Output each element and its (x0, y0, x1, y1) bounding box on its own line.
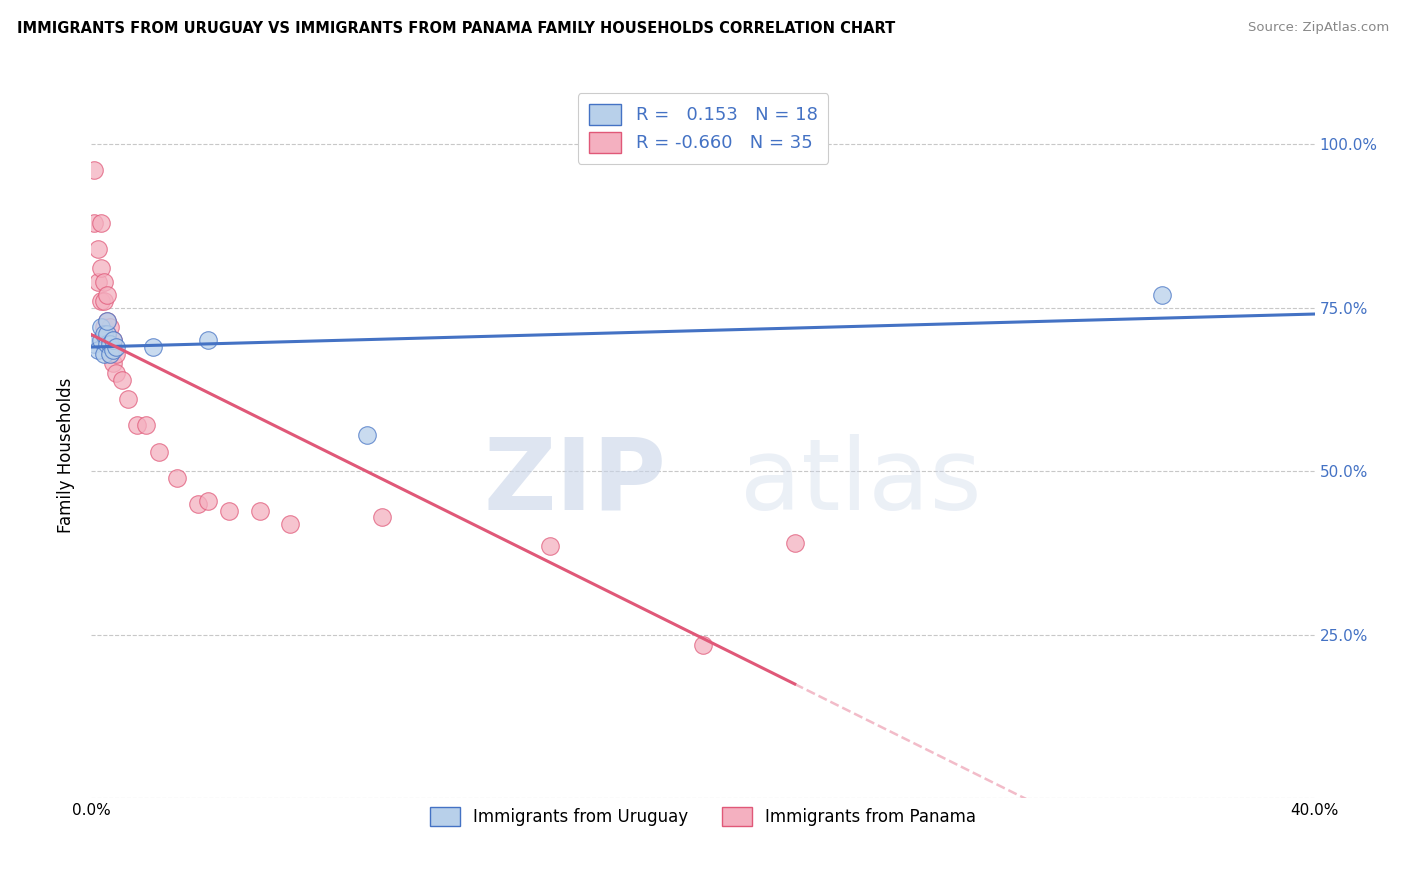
Text: IMMIGRANTS FROM URUGUAY VS IMMIGRANTS FROM PANAMA FAMILY HOUSEHOLDS CORRELATION : IMMIGRANTS FROM URUGUAY VS IMMIGRANTS FR… (17, 21, 896, 36)
Point (96, 326, 118, 341)
Text: Source: ZipAtlas.com: Source: ZipAtlas.com (1249, 21, 1389, 34)
Point (98, 320, 121, 334)
Point (101, 343, 124, 358)
Point (90, 294, 112, 309)
Point (93, 326, 115, 341)
Point (83, 163, 105, 178)
Point (101, 334, 124, 348)
Point (104, 340, 127, 354)
Point (538, 540, 561, 554)
Point (101, 334, 124, 348)
Point (166, 471, 188, 485)
Point (101, 356, 124, 370)
Point (96, 314, 118, 328)
Point (86, 242, 108, 256)
Text: ZIP: ZIP (484, 434, 666, 531)
Point (98, 340, 121, 354)
Point (90, 216, 112, 230)
Point (98, 336, 121, 351)
Point (249, 503, 271, 517)
Point (96, 336, 118, 351)
Point (104, 346, 127, 360)
Legend: Immigrants from Uruguay, Immigrants from Panama: Immigrants from Uruguay, Immigrants from… (422, 798, 984, 835)
Point (90, 334, 112, 348)
Point (197, 334, 219, 348)
Point (93, 275, 115, 289)
Point (83, 336, 105, 351)
Point (692, 638, 714, 652)
Point (218, 503, 240, 517)
Point (93, 346, 115, 360)
Y-axis label: Family Households: Family Households (58, 377, 76, 533)
Point (356, 428, 378, 442)
Point (197, 493, 219, 508)
Point (371, 510, 394, 524)
Point (278, 516, 301, 531)
Point (96, 287, 118, 301)
Point (117, 392, 139, 407)
Point (98, 346, 121, 360)
Point (1150, 287, 1173, 301)
Point (135, 418, 157, 433)
Point (90, 320, 112, 334)
Point (90, 261, 112, 276)
Point (96, 326, 118, 341)
Point (96, 314, 118, 328)
Point (148, 444, 170, 458)
Point (93, 294, 115, 309)
Point (187, 497, 209, 511)
Point (93, 320, 115, 334)
Point (127, 418, 149, 433)
Point (141, 340, 163, 354)
Text: atlas: atlas (740, 434, 981, 531)
Point (86, 343, 108, 358)
Point (83, 216, 105, 230)
Point (104, 366, 127, 380)
Point (783, 536, 806, 550)
Point (111, 373, 134, 387)
Point (86, 275, 108, 289)
Point (98, 346, 121, 360)
